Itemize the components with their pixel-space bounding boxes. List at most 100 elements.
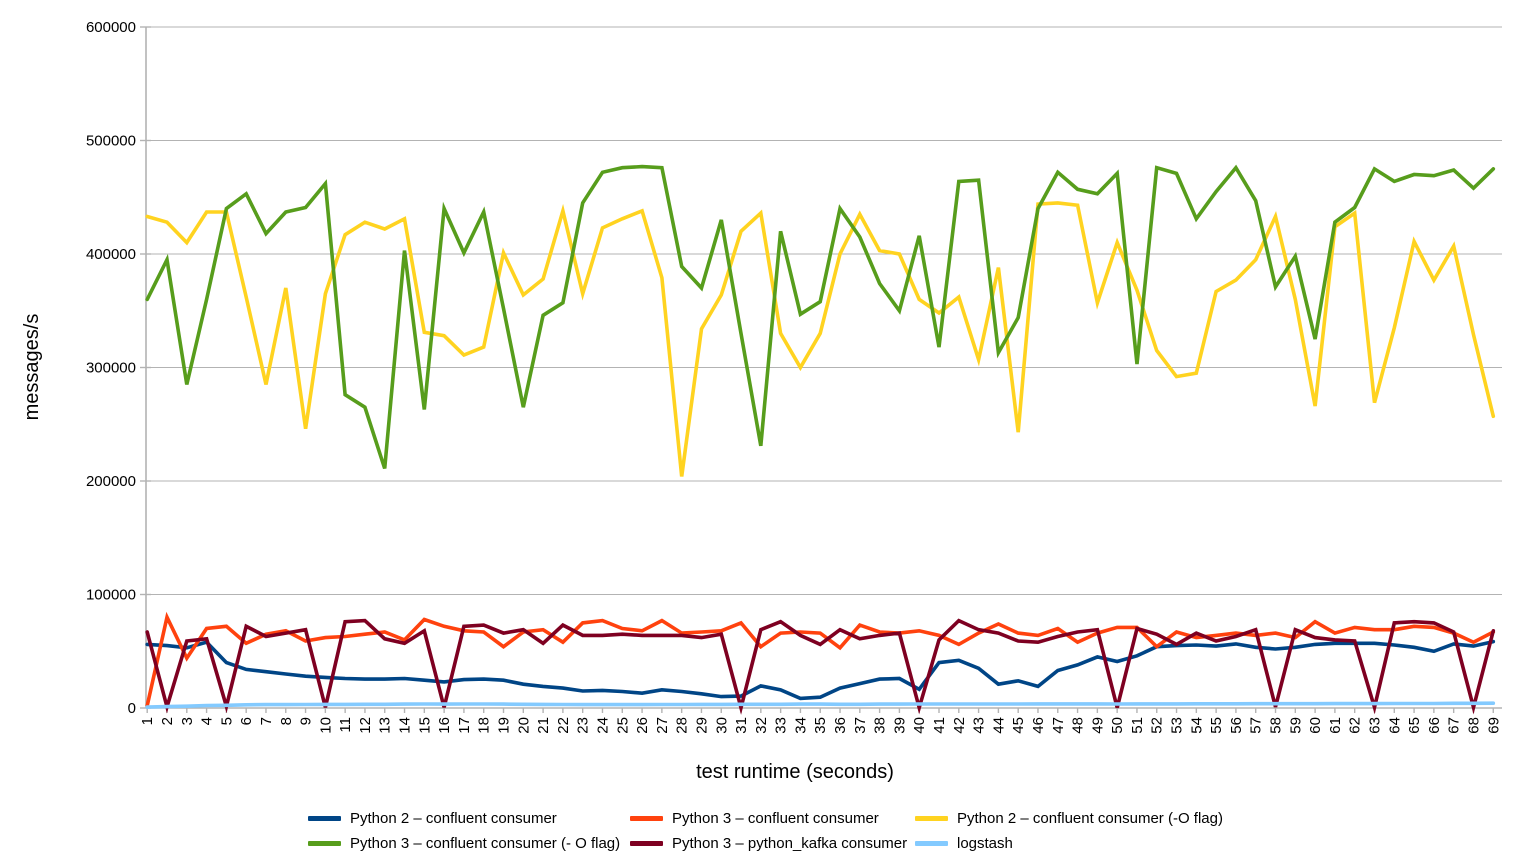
x-tick-label: 65 xyxy=(1406,717,1423,734)
legend-line-swatch xyxy=(630,816,663,821)
x-tick-label: 63 xyxy=(1366,717,1383,734)
x-tick-label: 23 xyxy=(575,717,592,734)
series-line-python-3-confluent-consumer xyxy=(145,611,1496,708)
x-tick-label: 31 xyxy=(733,717,750,734)
legend-label: Python 3 – confluent consumer xyxy=(672,810,879,827)
x-tick-label: 11 xyxy=(337,717,354,733)
x-tick-label: 3 xyxy=(179,717,196,725)
x-tick-label: 47 xyxy=(1050,717,1067,734)
series-line-python-3-confluent-consumer-o-flag- xyxy=(145,164,1496,470)
legend-line-swatch xyxy=(630,841,663,846)
y-tick-label: 0 xyxy=(128,700,136,717)
x-tick-label: 61 xyxy=(1327,717,1344,734)
x-tick-label: 2 xyxy=(159,717,176,725)
chart-legend: Python 2 – confluent consumer Python 3 –… xyxy=(308,808,1315,854)
x-tick-label: 28 xyxy=(674,717,691,734)
x-tick-label: 46 xyxy=(1030,717,1047,734)
y-tick-label: 400000 xyxy=(86,246,136,263)
x-tick-label: 9 xyxy=(298,717,315,725)
x-tick-label: 18 xyxy=(476,717,493,734)
x-tick-label: 36 xyxy=(832,717,849,734)
x-tick-label: 29 xyxy=(693,717,710,734)
x-tick-label: 43 xyxy=(971,717,988,734)
y-tick-label: 600000 xyxy=(86,19,136,36)
legend-item: Python 3 – python_kafka consumer xyxy=(630,833,915,854)
x-tick-label: 45 xyxy=(1010,717,1027,734)
x-tick-label: 17 xyxy=(456,717,473,734)
x-tick-label: 22 xyxy=(555,717,572,734)
x-tick-label: 67 xyxy=(1446,717,1463,734)
x-tick-label: 4 xyxy=(199,717,216,725)
x-tick-label: 7 xyxy=(258,717,275,725)
x-tick-label: 20 xyxy=(515,717,532,734)
x-tick-label: 48 xyxy=(1070,717,1087,734)
series-line-python-2-confluent-consumer-o-flag- xyxy=(145,201,1496,477)
legend-item: Python 2 – confluent consumer xyxy=(308,808,630,829)
x-tick-label: 49 xyxy=(1089,717,1106,734)
x-tick-label: 25 xyxy=(614,717,631,734)
x-axis-title: test runtime (seconds) xyxy=(696,761,894,783)
legend-line-swatch xyxy=(915,841,948,846)
x-tick-label: 68 xyxy=(1465,717,1482,734)
x-tick-label: 50 xyxy=(1109,717,1126,734)
x-tick-label: 1 xyxy=(139,717,156,725)
x-tick-label: 33 xyxy=(773,717,790,734)
x-tick-label: 6 xyxy=(238,717,255,725)
x-tick-label: 41 xyxy=(931,717,948,734)
x-tick-label: 40 xyxy=(911,717,928,734)
x-tick-label: 52 xyxy=(1149,717,1166,734)
legend-line-swatch xyxy=(308,816,341,821)
y-tick-label: 100000 xyxy=(86,587,136,604)
x-tick-label: 42 xyxy=(951,717,968,734)
y-tick-label: 300000 xyxy=(86,360,136,377)
x-tick-label: 62 xyxy=(1347,717,1364,734)
x-tick-label: 57 xyxy=(1248,717,1265,734)
axes xyxy=(140,26,1502,713)
x-axis-tick-labels: 1 2 3 4 5 6 7 8 9 10 11 12 13 14 15 16 17 18 19 20 21 22 23 24 2… xyxy=(139,717,1502,734)
x-tick-label: 13 xyxy=(377,717,394,734)
y-tick-label: 500000 xyxy=(86,133,136,150)
y-axis-tick-labels: 0 100000 200000 300000 400000 500000 600000 xyxy=(86,19,136,717)
x-tick-label: 15 xyxy=(416,717,433,734)
x-tick-label: 27 xyxy=(654,717,671,734)
x-tick-label: 34 xyxy=(792,717,809,734)
legend-label: Python 3 – confluent consumer (- O flag) xyxy=(350,835,621,852)
x-tick-label: 14 xyxy=(397,717,414,734)
series-line-logstash xyxy=(145,701,1496,709)
series-line-python-2-confluent-consumer xyxy=(145,639,1496,701)
x-tick-label: 39 xyxy=(891,717,908,734)
x-tick-label: 24 xyxy=(594,717,611,734)
x-tick-label: 53 xyxy=(1169,717,1186,734)
legend-label: Python 2 – confluent consumer xyxy=(350,810,557,827)
x-tick-label: 10 xyxy=(317,717,334,734)
x-tick-label: 64 xyxy=(1386,717,1403,734)
x-tick-label: 12 xyxy=(357,717,374,734)
legend-item: Python 2 – confluent consumer (-O flag) xyxy=(915,808,1315,829)
x-tick-label: 44 xyxy=(990,717,1007,734)
y-tick-label: 200000 xyxy=(86,473,136,490)
x-tick-label: 37 xyxy=(852,717,869,734)
x-tick-label: 8 xyxy=(278,717,295,725)
x-tick-label: 21 xyxy=(535,717,552,734)
x-tick-label: 55 xyxy=(1208,717,1225,734)
legend-line-swatch xyxy=(308,841,341,846)
x-tick-label: 32 xyxy=(753,717,770,734)
x-tick-label: 66 xyxy=(1426,717,1443,734)
legend-label: Python 3 – python_kafka consumer xyxy=(672,835,908,852)
x-tick-label: 16 xyxy=(436,717,453,734)
legend-label: logstash xyxy=(957,835,1013,852)
x-tick-label: 60 xyxy=(1307,717,1324,734)
x-tick-label: 35 xyxy=(812,717,829,734)
series-lines xyxy=(145,164,1496,715)
x-tick-label: 58 xyxy=(1268,717,1285,734)
x-tick-label: 5 xyxy=(218,717,235,725)
legend-item: Python 3 – confluent consumer xyxy=(630,808,915,829)
x-tick-label: 38 xyxy=(872,717,889,734)
legend-label: Python 2 – confluent consumer (-O flag) xyxy=(957,810,1223,827)
legend-item: Python 3 – confluent consumer (- O flag) xyxy=(308,833,630,854)
x-tick-label: 54 xyxy=(1188,717,1205,734)
series-line-python-3-python-kafka-consumer xyxy=(145,618,1496,715)
x-tick-label: 30 xyxy=(713,717,730,734)
x-tick-label: 19 xyxy=(496,717,513,734)
